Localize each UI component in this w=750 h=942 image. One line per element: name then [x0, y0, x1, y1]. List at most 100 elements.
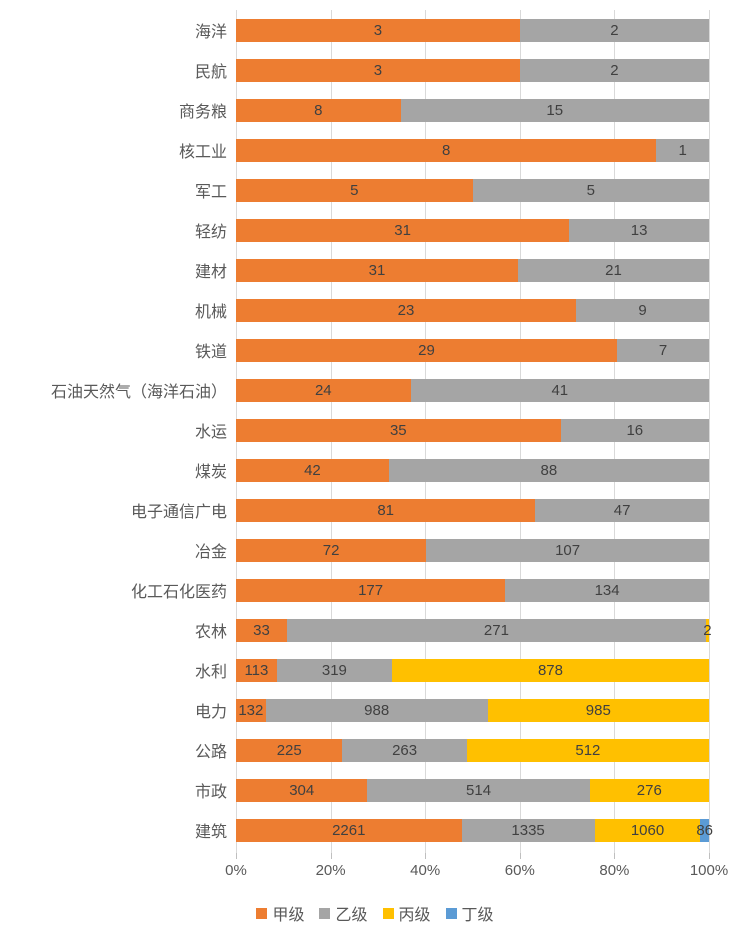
bar-segment-乙级: 988	[265, 698, 488, 722]
bar-track: 33 271 2	[236, 618, 712, 642]
bar-track: 31 13	[236, 218, 709, 242]
segment-value: 3	[373, 21, 383, 39]
segment-value: 276	[636, 781, 662, 799]
segment-value: 21	[605, 261, 622, 279]
segment-value: 31	[368, 261, 386, 279]
segment-value: 9	[638, 301, 647, 319]
segment-value: 2261	[332, 821, 366, 839]
plot-area: 海洋 3 2 民航 3 2 商务粮 8 15 核工业 8 1 军工 5 5 轻纺 31 13 建材 31 21 机械 23 9…	[0, 10, 750, 853]
chart-row: 公路 225 263 512	[0, 730, 750, 770]
segment-value: 23	[397, 301, 415, 319]
x-axis-tick-label: 20%	[315, 862, 346, 879]
x-axis-tick	[519, 853, 521, 859]
bar-segment-甲级: 2261	[236, 818, 462, 842]
bar-segment-乙级: 9	[575, 298, 709, 322]
segment-value: 271	[483, 621, 509, 639]
category-label: 电力	[194, 704, 227, 721]
legend-label: 乙级	[335, 907, 368, 924]
segment-value: 88	[540, 461, 558, 479]
bar-segment-乙级: 2	[519, 58, 709, 82]
segment-value: 16	[626, 421, 644, 439]
category-label: 核工业	[178, 144, 227, 161]
bar-segment-乙级: 7	[617, 338, 709, 362]
chart-row: 民航 3 2	[0, 50, 750, 90]
segment-value: 86	[696, 821, 714, 839]
bar-track: 113 319 878	[236, 658, 709, 682]
category-label: 市政	[194, 784, 227, 801]
segment-value: 1060	[630, 821, 665, 839]
bar-segment-甲级: 31	[236, 218, 570, 242]
legend-label: 丁级	[461, 907, 494, 924]
category-label: 铁道	[194, 344, 227, 361]
category-label: 军工	[194, 184, 227, 201]
chart-row: 建筑 2261 1335 1060 86	[0, 810, 750, 850]
chart-row: 建材 31 21	[0, 250, 750, 290]
bar-track: 304 514 276	[236, 778, 709, 802]
bar-segment-乙级: 1	[656, 138, 709, 162]
category-label: 水运	[194, 424, 227, 441]
bar-segment-甲级: 8	[236, 138, 657, 162]
segment-value: 81	[377, 501, 394, 519]
bar-track: 31 21	[236, 258, 709, 282]
bar-segment-乙级: 47	[535, 498, 709, 522]
segment-value: 47	[613, 501, 631, 519]
bar-segment-甲级: 3	[236, 18, 520, 42]
chart-row: 石油天然气（海洋石油） 24 41	[0, 370, 750, 410]
segment-value: 878	[537, 661, 563, 679]
chart-row: 海洋 3 2	[0, 10, 750, 50]
chart-row: 农林 33 271 2	[0, 610, 750, 650]
bar-segment-丙级: 512	[466, 738, 709, 762]
segment-value: 41	[551, 381, 569, 399]
category-label: 化工石化医药	[130, 584, 227, 601]
chart-row: 铁道 29 7	[0, 330, 750, 370]
bar-track: 2261 1335 1060 86	[236, 818, 713, 842]
segment-value: 134	[594, 581, 620, 599]
bar-track: 81 47	[236, 498, 709, 522]
segment-value: 7	[658, 341, 668, 359]
category-label: 石油天然气（海洋石油）	[50, 384, 227, 401]
bar-segment-甲级: 35	[236, 418, 561, 442]
segment-value: 8	[314, 101, 323, 119]
segment-value: 2	[610, 21, 619, 39]
segment-value: 988	[364, 701, 390, 719]
bar-track: 8 15	[236, 98, 709, 122]
chart-rows: 海洋 3 2 民航 3 2 商务粮 8 15 核工业 8 1 军工 5 5 轻纺 31 13 建材 31 21 机械 23 9…	[0, 10, 750, 850]
bar-track: 42 88	[236, 458, 709, 482]
bar-segment-甲级: 113	[236, 658, 277, 682]
segment-value: 225	[276, 741, 302, 759]
segment-value: 107	[555, 541, 581, 559]
bar-segment-丙级: 985	[487, 698, 709, 722]
category-label: 民航	[194, 64, 227, 81]
bar-track: 177 134	[236, 578, 709, 602]
segment-value: 72	[322, 541, 340, 559]
segment-value: 33	[253, 621, 270, 639]
segment-value: 2	[610, 61, 619, 79]
category-label: 冶金	[194, 544, 227, 561]
bar-segment-乙级: 16	[560, 418, 709, 442]
bar-track: 35 16	[236, 418, 709, 442]
segment-value: 5	[350, 181, 359, 199]
x-axis-tick	[425, 853, 427, 859]
segment-value: 13	[630, 221, 648, 239]
bar-segment-甲级: 24	[236, 378, 411, 402]
chart-row: 电子通信广电 81 47	[0, 490, 750, 530]
x-axis-tick-label: 80%	[599, 862, 630, 879]
bar-track: 72 107	[236, 538, 709, 562]
x-axis-tick-label: 100%	[689, 862, 729, 879]
legend-swatch	[445, 907, 457, 919]
segment-value: 2	[703, 621, 712, 639]
category-label: 农林	[194, 624, 227, 641]
segment-value: 31	[394, 221, 411, 239]
chart-row: 轻纺 31 13	[0, 210, 750, 250]
category-label: 煤炭	[194, 464, 227, 481]
bar-segment-乙级: 21	[517, 258, 709, 282]
category-label: 电子通信广电	[130, 504, 227, 521]
bar-segment-甲级: 29	[236, 338, 618, 362]
bar-segment-乙级: 263	[342, 738, 467, 762]
bar-segment-甲级: 225	[236, 738, 343, 762]
segment-value: 304	[289, 781, 315, 799]
segment-value: 3	[373, 61, 383, 79]
legend-swatch	[382, 907, 394, 919]
chart-row: 市政 304 514 276	[0, 770, 750, 810]
